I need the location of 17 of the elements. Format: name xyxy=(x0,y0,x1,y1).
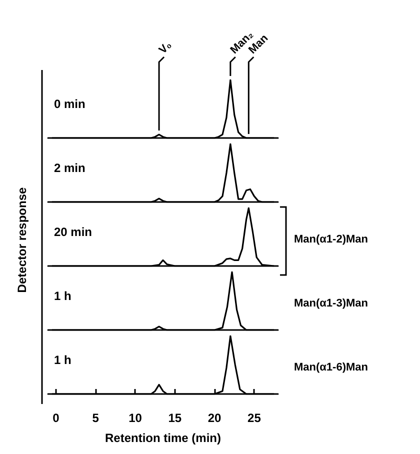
annotation: V₀ xyxy=(156,39,174,56)
text: 1 h xyxy=(54,353,72,367)
x-tick-label: 20 xyxy=(208,411,222,425)
text: Man(α1-3)Man xyxy=(294,298,368,310)
x-axis-title: Retention time (min) xyxy=(105,431,221,445)
text: 2 min xyxy=(54,161,86,175)
x-tick-label: 0 xyxy=(52,411,60,425)
x-tick-label: 5 xyxy=(92,411,100,425)
text: Man(α1-6)Man xyxy=(294,362,368,374)
text: 0 min xyxy=(54,97,86,111)
text: Man(α1-2)Man xyxy=(294,234,368,246)
x-tick-label: 15 xyxy=(168,411,182,425)
text: 1 h xyxy=(54,289,72,303)
x-tick-label: 10 xyxy=(128,411,142,425)
text: 20 min xyxy=(54,225,92,239)
y-axis-title: Detector response xyxy=(15,186,29,293)
x-tick-label: 25 xyxy=(248,411,262,425)
